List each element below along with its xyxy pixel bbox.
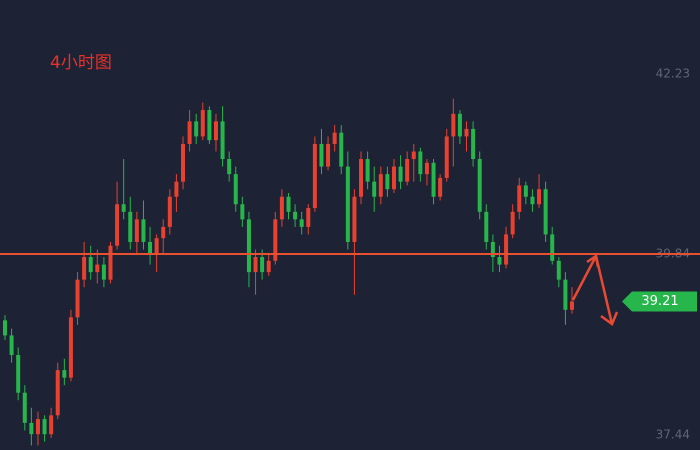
candle-body xyxy=(35,419,40,435)
price-tag xyxy=(622,291,697,312)
candle-body xyxy=(253,257,258,273)
candle-body xyxy=(405,159,410,182)
candle-body xyxy=(207,110,212,141)
candle-body xyxy=(101,264,106,280)
candle-body xyxy=(359,159,364,197)
candle-body xyxy=(213,121,218,141)
candle-body xyxy=(504,234,509,265)
arrow-head xyxy=(600,311,619,326)
candle-body xyxy=(49,415,54,435)
candle-body xyxy=(141,219,146,242)
candle-body xyxy=(293,211,298,220)
candle-body xyxy=(88,257,93,273)
candle-body xyxy=(411,151,416,160)
candle-body xyxy=(174,181,179,197)
arrow-head xyxy=(586,253,600,268)
candle-body xyxy=(530,196,535,205)
price-tag-label: 39.21 xyxy=(641,294,678,309)
candle-body xyxy=(457,113,462,137)
candle-body xyxy=(3,320,7,336)
candle-body xyxy=(233,174,238,205)
candle-body xyxy=(29,422,34,435)
candle-body xyxy=(16,355,21,393)
candle-body xyxy=(563,279,568,310)
candle-body xyxy=(200,110,205,137)
candle-body xyxy=(266,260,271,273)
candle-body xyxy=(22,392,27,423)
candle-body xyxy=(365,159,370,182)
candle-body xyxy=(299,219,304,227)
candle-body xyxy=(464,128,469,137)
candle-body xyxy=(134,219,139,242)
candle-body xyxy=(326,143,331,167)
candle-body xyxy=(9,335,14,356)
candle-body xyxy=(181,143,186,182)
candle-body xyxy=(75,279,80,318)
candle-body xyxy=(115,204,120,246)
candle-body xyxy=(372,181,377,197)
candle-body xyxy=(220,121,225,160)
candle-body xyxy=(95,264,100,273)
candle-body xyxy=(523,185,528,197)
candle-body xyxy=(431,162,436,197)
candle-body xyxy=(484,211,489,242)
candle-body xyxy=(345,166,350,242)
candle-body xyxy=(246,219,251,273)
candle-body xyxy=(55,370,60,416)
candle-body xyxy=(286,196,291,212)
candle-body xyxy=(451,113,456,137)
candle-body xyxy=(194,121,199,137)
candle-body xyxy=(339,132,344,167)
candle-body xyxy=(424,162,429,175)
candle-body xyxy=(517,185,522,212)
candle-body xyxy=(273,219,278,261)
chart-title: 4小时图 xyxy=(50,53,112,73)
candle-body xyxy=(319,143,324,167)
candle-body xyxy=(418,151,423,175)
candle-body xyxy=(385,174,390,190)
candle-body xyxy=(167,196,172,227)
y-tick-label: 37.44 xyxy=(656,427,690,441)
candle-body xyxy=(510,211,515,235)
candle-body xyxy=(240,204,245,220)
candle-body xyxy=(391,166,396,190)
candle-body xyxy=(550,234,555,261)
candle-body xyxy=(477,159,482,212)
candle-body xyxy=(154,238,159,254)
candle-body xyxy=(352,196,357,242)
candle-body xyxy=(121,204,126,212)
candle-body xyxy=(187,121,192,144)
candle-body xyxy=(62,370,67,378)
y-tick-label: 42.23 xyxy=(656,66,690,80)
candle-body xyxy=(68,317,73,378)
candle-body xyxy=(161,226,166,239)
candle-body xyxy=(471,128,476,160)
candle-body xyxy=(556,260,561,280)
candle-body xyxy=(537,189,542,205)
candle-body xyxy=(312,143,317,209)
candle-body xyxy=(332,132,337,144)
candle-body xyxy=(306,208,311,227)
candle-body xyxy=(444,136,449,178)
candle-body xyxy=(108,245,113,280)
candle-body xyxy=(490,241,495,258)
candle-body xyxy=(42,419,47,435)
candle-body xyxy=(497,257,502,265)
candle-body xyxy=(570,301,574,310)
candle-body xyxy=(543,189,548,235)
candle-body xyxy=(398,166,403,182)
candle-body xyxy=(438,177,443,197)
candle-body xyxy=(227,159,232,175)
candle-body xyxy=(378,174,383,197)
candle-body xyxy=(279,196,284,220)
candle-body xyxy=(260,257,265,273)
candle-body xyxy=(128,211,133,242)
candle-body xyxy=(148,241,153,254)
candle-body xyxy=(82,257,87,280)
